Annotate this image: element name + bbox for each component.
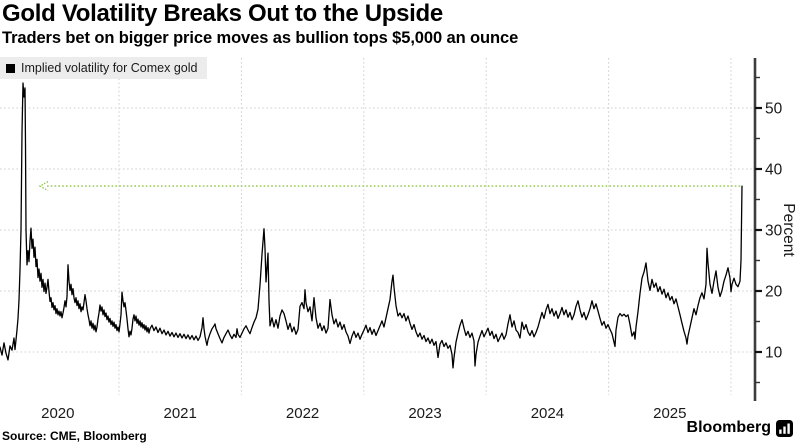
y-tick-label: 10 [765,345,783,362]
source-text: Source: CME, Bloomberg [2,429,147,443]
chart-legend: Implied volatility for Comex gold [0,57,208,79]
page-title: Gold Volatility Breaks Out to the Upside [2,0,443,27]
bloomberg-wordmark: Bloomberg [686,419,771,436]
x-tick-label: 2024 [531,405,564,422]
legend-label: Implied volatility for Comex gold [21,61,198,75]
y-tick-label: 40 [765,162,783,179]
y-tick-label: 20 [765,284,783,301]
annotation-arrowhead-icon [38,180,49,192]
x-tick-label: 2021 [164,405,197,422]
bloomberg-chart-icon [776,419,793,437]
x-tick-label: 2023 [408,405,441,422]
y-tick-label: 30 [765,223,783,240]
bloomberg-logo: Bloomberg [687,419,793,437]
x-tick-label: 2022 [286,405,319,422]
x-tick-label: 2025 [653,405,686,422]
x-tick-label: 2020 [41,405,74,422]
y-axis-title: Percent [780,203,797,257]
legend-swatch-icon [6,63,15,73]
series-line [0,82,743,369]
page-subtitle: Traders bet on bigger price moves as bul… [2,29,519,47]
y-tick-label: 50 [765,101,783,118]
